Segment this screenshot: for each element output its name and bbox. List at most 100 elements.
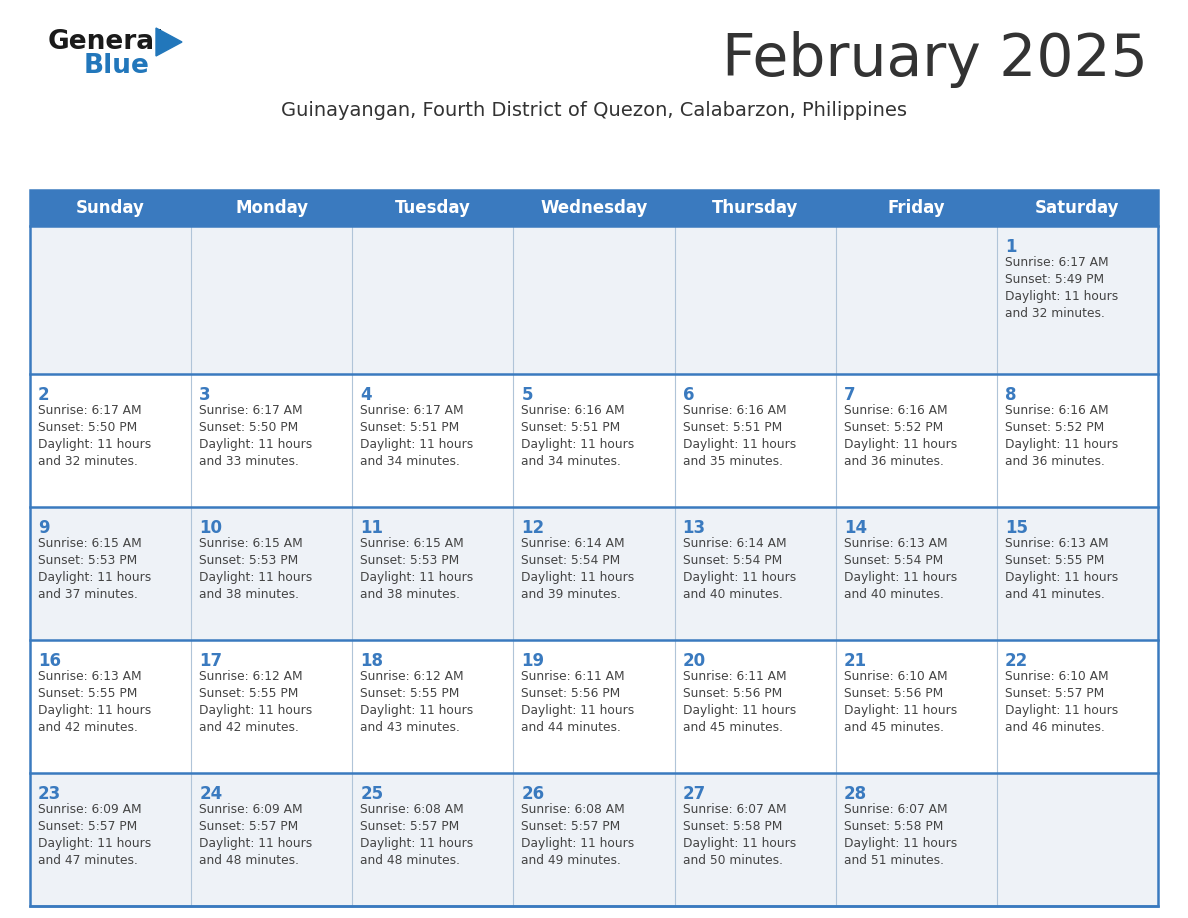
Text: and 43 minutes.: and 43 minutes. (360, 721, 460, 734)
Bar (30, 374, 1158, 507)
Text: 9: 9 (38, 519, 50, 537)
Text: 10: 10 (200, 519, 222, 537)
Text: Sunset: 5:57 PM: Sunset: 5:57 PM (360, 820, 460, 833)
Text: Sunset: 5:55 PM: Sunset: 5:55 PM (200, 687, 298, 700)
Text: Sunrise: 6:17 AM: Sunrise: 6:17 AM (1005, 256, 1108, 269)
Text: and 32 minutes.: and 32 minutes. (38, 455, 138, 468)
Bar (30, 507, 1158, 640)
Text: Daylight: 11 hours: Daylight: 11 hours (683, 571, 796, 584)
Text: 8: 8 (1005, 386, 1017, 404)
Text: and 46 minutes.: and 46 minutes. (1005, 721, 1105, 734)
Text: Daylight: 11 hours: Daylight: 11 hours (522, 837, 634, 850)
Bar (30, 190, 1158, 906)
Text: Sunset: 5:49 PM: Sunset: 5:49 PM (1005, 273, 1104, 286)
Text: and 47 minutes.: and 47 minutes. (38, 854, 138, 867)
Text: Daylight: 11 hours: Daylight: 11 hours (360, 438, 474, 451)
Text: Sunset: 5:56 PM: Sunset: 5:56 PM (522, 687, 620, 700)
Text: Sunset: 5:53 PM: Sunset: 5:53 PM (38, 554, 138, 567)
Text: Tuesday: Tuesday (394, 199, 470, 217)
Text: Sunrise: 6:10 AM: Sunrise: 6:10 AM (843, 670, 947, 683)
Text: Sunset: 5:51 PM: Sunset: 5:51 PM (360, 421, 460, 434)
Text: and 42 minutes.: and 42 minutes. (200, 721, 299, 734)
Bar (30, 773, 1158, 906)
Text: Daylight: 11 hours: Daylight: 11 hours (1005, 290, 1118, 303)
Text: Daylight: 11 hours: Daylight: 11 hours (843, 837, 958, 850)
Text: Sunset: 5:58 PM: Sunset: 5:58 PM (843, 820, 943, 833)
Text: and 38 minutes.: and 38 minutes. (360, 588, 460, 601)
Text: Sunset: 5:51 PM: Sunset: 5:51 PM (683, 421, 782, 434)
Text: 1: 1 (1005, 238, 1017, 256)
Text: Sunrise: 6:17 AM: Sunrise: 6:17 AM (38, 404, 141, 417)
Text: Sunrise: 6:14 AM: Sunrise: 6:14 AM (683, 537, 786, 550)
Text: Sunset: 5:56 PM: Sunset: 5:56 PM (683, 687, 782, 700)
Text: 14: 14 (843, 519, 867, 537)
Text: 17: 17 (200, 652, 222, 670)
Text: Sunday: Sunday (76, 199, 145, 217)
Text: 27: 27 (683, 785, 706, 803)
Text: 16: 16 (38, 652, 61, 670)
Text: Sunrise: 6:16 AM: Sunrise: 6:16 AM (683, 404, 786, 417)
Text: Daylight: 11 hours: Daylight: 11 hours (522, 571, 634, 584)
Text: Daylight: 11 hours: Daylight: 11 hours (200, 571, 312, 584)
Text: and 39 minutes.: and 39 minutes. (522, 588, 621, 601)
Text: Sunrise: 6:15 AM: Sunrise: 6:15 AM (38, 537, 141, 550)
Text: 4: 4 (360, 386, 372, 404)
Text: Sunrise: 6:12 AM: Sunrise: 6:12 AM (360, 670, 463, 683)
Text: and 41 minutes.: and 41 minutes. (1005, 588, 1105, 601)
Text: Daylight: 11 hours: Daylight: 11 hours (683, 704, 796, 717)
Text: Sunrise: 6:15 AM: Sunrise: 6:15 AM (360, 537, 465, 550)
Text: 3: 3 (200, 386, 210, 404)
Text: Sunrise: 6:16 AM: Sunrise: 6:16 AM (522, 404, 625, 417)
Text: Sunrise: 6:09 AM: Sunrise: 6:09 AM (200, 803, 303, 816)
Text: Sunset: 5:54 PM: Sunset: 5:54 PM (683, 554, 782, 567)
Text: 20: 20 (683, 652, 706, 670)
Text: and 34 minutes.: and 34 minutes. (522, 455, 621, 468)
Text: 23: 23 (38, 785, 62, 803)
Text: 5: 5 (522, 386, 533, 404)
Text: Thursday: Thursday (712, 199, 798, 217)
Text: Sunrise: 6:08 AM: Sunrise: 6:08 AM (360, 803, 465, 816)
Text: Daylight: 11 hours: Daylight: 11 hours (38, 704, 151, 717)
Text: and 38 minutes.: and 38 minutes. (200, 588, 299, 601)
Text: and 35 minutes.: and 35 minutes. (683, 455, 783, 468)
Polygon shape (156, 28, 182, 56)
Text: Daylight: 11 hours: Daylight: 11 hours (1005, 704, 1118, 717)
Text: 11: 11 (360, 519, 384, 537)
Text: and 33 minutes.: and 33 minutes. (200, 455, 299, 468)
Text: Sunrise: 6:10 AM: Sunrise: 6:10 AM (1005, 670, 1108, 683)
Text: Sunset: 5:54 PM: Sunset: 5:54 PM (843, 554, 943, 567)
Text: and 36 minutes.: and 36 minutes. (843, 455, 943, 468)
Text: Sunset: 5:58 PM: Sunset: 5:58 PM (683, 820, 782, 833)
Text: Sunrise: 6:13 AM: Sunrise: 6:13 AM (38, 670, 141, 683)
Text: 18: 18 (360, 652, 384, 670)
Text: Guinayangan, Fourth District of Quezon, Calabarzon, Philippines: Guinayangan, Fourth District of Quezon, … (282, 100, 906, 119)
Text: and 50 minutes.: and 50 minutes. (683, 854, 783, 867)
Text: 24: 24 (200, 785, 222, 803)
Text: February 2025: February 2025 (722, 31, 1148, 88)
Text: 15: 15 (1005, 519, 1028, 537)
Text: and 37 minutes.: and 37 minutes. (38, 588, 138, 601)
Text: Sunset: 5:52 PM: Sunset: 5:52 PM (843, 421, 943, 434)
Text: Daylight: 11 hours: Daylight: 11 hours (522, 438, 634, 451)
Text: and 40 minutes.: and 40 minutes. (843, 588, 943, 601)
Text: and 49 minutes.: and 49 minutes. (522, 854, 621, 867)
Text: Daylight: 11 hours: Daylight: 11 hours (683, 837, 796, 850)
Text: Sunset: 5:51 PM: Sunset: 5:51 PM (522, 421, 620, 434)
Text: Daylight: 11 hours: Daylight: 11 hours (360, 704, 474, 717)
Text: 28: 28 (843, 785, 867, 803)
Text: Daylight: 11 hours: Daylight: 11 hours (843, 704, 958, 717)
Text: Daylight: 11 hours: Daylight: 11 hours (360, 571, 474, 584)
Text: Sunrise: 6:13 AM: Sunrise: 6:13 AM (1005, 537, 1108, 550)
Text: and 40 minutes.: and 40 minutes. (683, 588, 783, 601)
Text: Sunrise: 6:14 AM: Sunrise: 6:14 AM (522, 537, 625, 550)
Text: Sunset: 5:56 PM: Sunset: 5:56 PM (843, 687, 943, 700)
Text: and 48 minutes.: and 48 minutes. (200, 854, 299, 867)
Text: General: General (48, 29, 164, 55)
Text: Sunrise: 6:17 AM: Sunrise: 6:17 AM (360, 404, 463, 417)
Text: Daylight: 11 hours: Daylight: 11 hours (360, 837, 474, 850)
Text: Sunrise: 6:15 AM: Sunrise: 6:15 AM (200, 537, 303, 550)
Text: Sunset: 5:57 PM: Sunset: 5:57 PM (1005, 687, 1104, 700)
Text: Daylight: 11 hours: Daylight: 11 hours (38, 837, 151, 850)
Text: Sunrise: 6:16 AM: Sunrise: 6:16 AM (1005, 404, 1108, 417)
Text: Sunset: 5:54 PM: Sunset: 5:54 PM (522, 554, 620, 567)
